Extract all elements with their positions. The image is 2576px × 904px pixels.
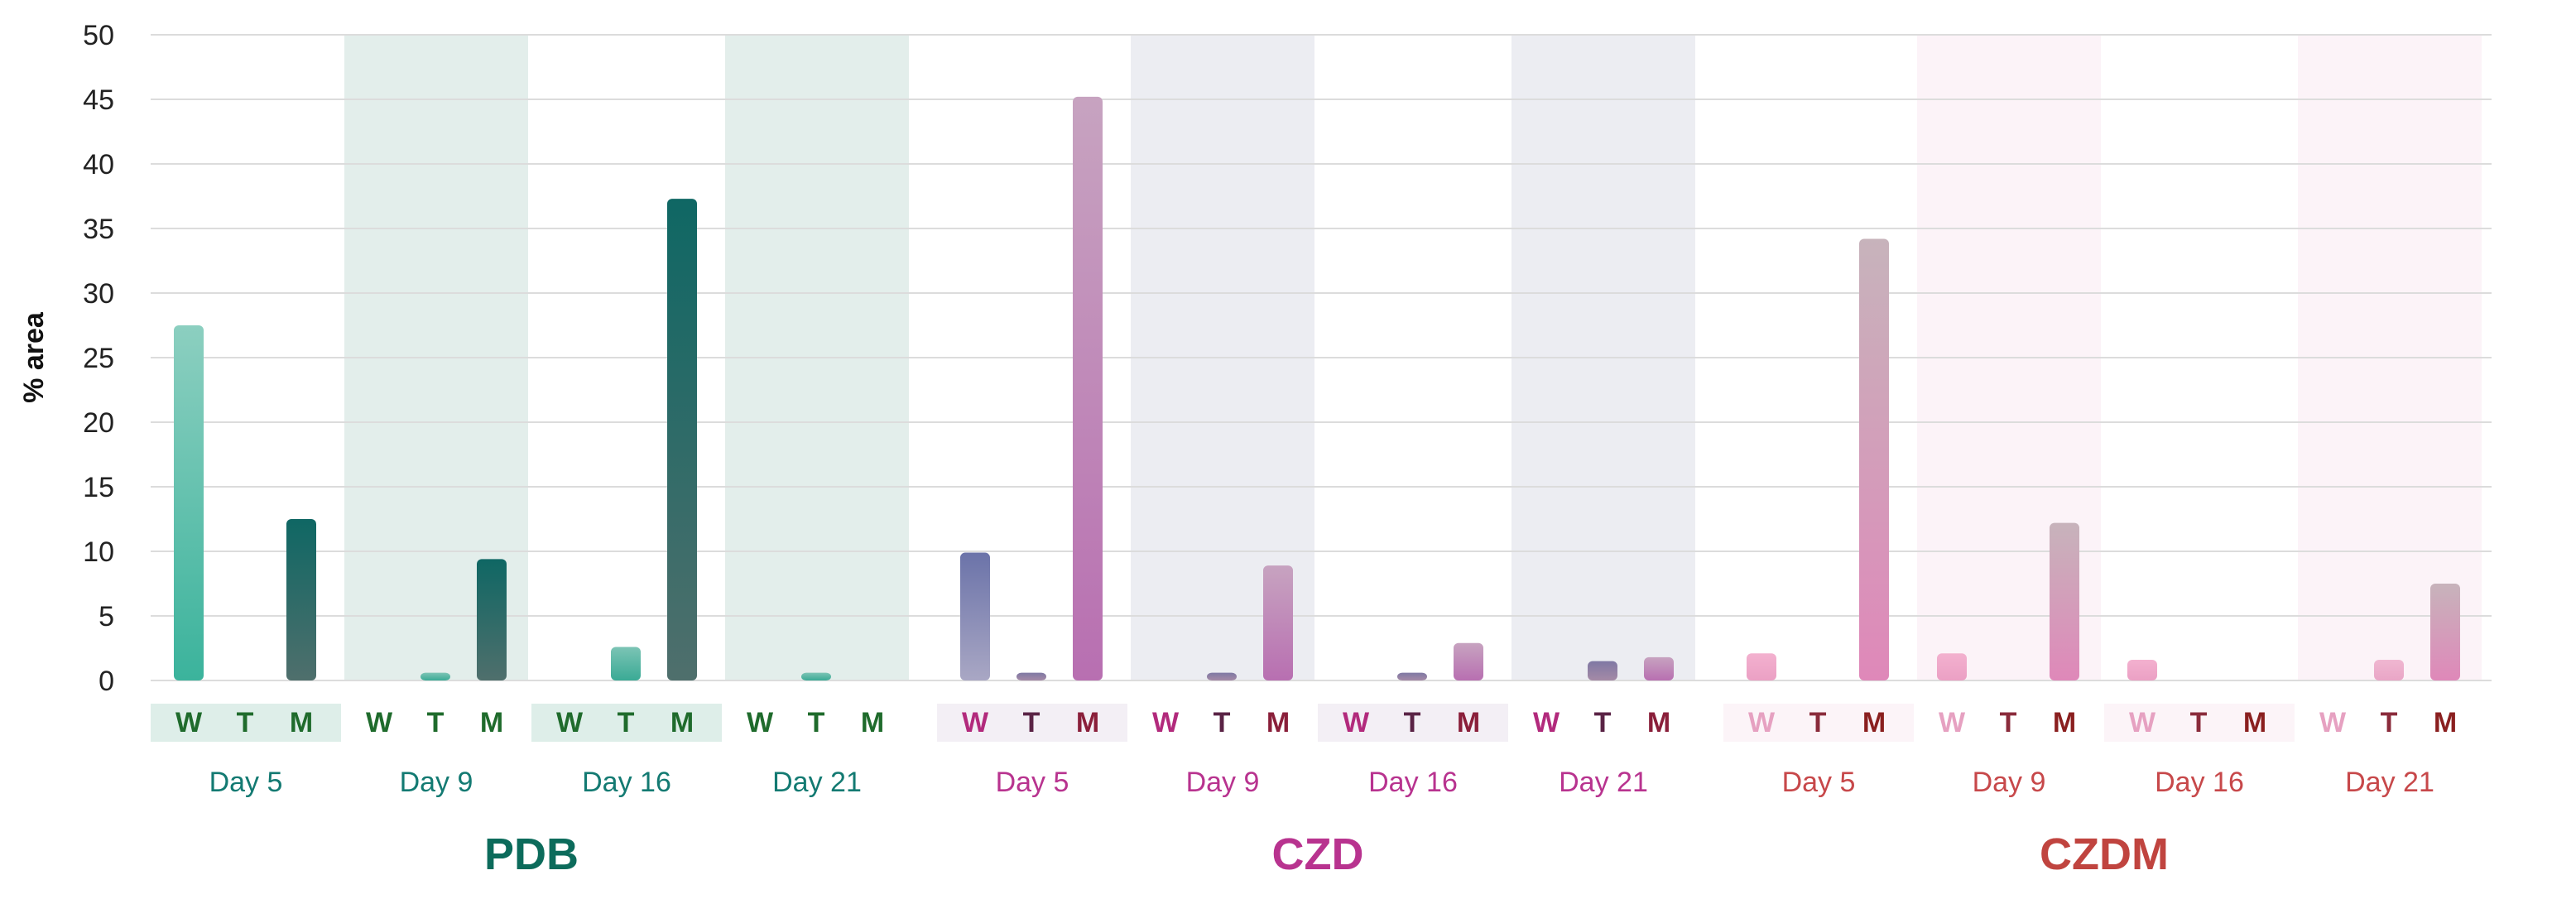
subcategory-band <box>151 704 341 742</box>
bar-pdb-day9-t <box>421 672 450 680</box>
day-label: Day 5 <box>996 767 1069 798</box>
subcategory-label: T <box>1214 707 1231 738</box>
bar-pdb-day9-m <box>477 559 507 680</box>
y-tick-label: 40 <box>83 149 114 180</box>
bar-czd-day16-m <box>1454 642 1483 680</box>
bar-czd-day9-t <box>1207 672 1237 680</box>
bar-czd-day9-m <box>1263 565 1293 680</box>
bar-czdm-day5-m <box>1859 238 1889 681</box>
subcategory-band <box>531 704 722 742</box>
bar-czd-day16-t <box>1397 672 1427 680</box>
bar-czdm-day9-m <box>2050 522 2079 680</box>
y-tick-label: 50 <box>83 20 114 51</box>
day-label: Day 5 <box>209 767 283 798</box>
subcategory-label: W <box>175 707 203 738</box>
group-label: PDB <box>484 829 579 879</box>
bar-pdb-day16-m <box>667 199 697 680</box>
bar-czdm-day9-w <box>1937 653 1967 680</box>
subcategory-label: W <box>1152 707 1180 738</box>
group-label: CZDM <box>2040 829 2169 879</box>
y-tick-label: 45 <box>83 84 114 116</box>
subcategory-label: W <box>2129 707 2156 738</box>
y-axis: % area 0 5 10 15 20 25 30 35 40 45 50 <box>18 20 114 697</box>
day-label: Day 21 <box>1559 767 1648 798</box>
day-label: Day 16 <box>1368 767 1458 798</box>
day-label: Day 16 <box>2155 767 2244 798</box>
subcategory-label: T <box>1809 707 1827 738</box>
subcategory-label: M <box>1647 707 1670 738</box>
day-label: Day 16 <box>582 767 671 798</box>
subcategory-label: M <box>1862 707 1886 738</box>
subcategory-band <box>937 704 1127 742</box>
y-tick-label: 25 <box>83 343 114 374</box>
subcategory-label: M <box>861 707 884 738</box>
subcategory-label: T <box>237 707 254 738</box>
day-label: Day 9 <box>1973 767 2046 798</box>
subcategory-label: T <box>427 707 445 738</box>
subcategory-band <box>1723 704 1914 742</box>
bar-layer <box>174 96 2460 681</box>
day-label: Day 9 <box>400 767 473 798</box>
subcategory-label: W <box>962 707 989 738</box>
subcategory-label: M <box>670 707 694 738</box>
y-tick-label: 15 <box>83 472 114 503</box>
subcategory-label: M <box>2053 707 2076 738</box>
subcategory-label: W <box>1343 707 1370 738</box>
subcategory-label: W <box>747 707 774 738</box>
subcategory-label: M <box>1457 707 1480 738</box>
subcategory-label: W <box>1533 707 1560 738</box>
subcategory-label: T <box>808 707 825 738</box>
bar-pdb-day5-w <box>174 325 204 680</box>
bar-czd-day5-w <box>960 552 990 680</box>
subcategory-label: T <box>2190 707 2208 738</box>
subcategory-label: W <box>1939 707 1966 738</box>
y-tick-label: 35 <box>83 214 114 245</box>
subcategory-label: M <box>480 707 503 738</box>
bar-czd-day5-t <box>1016 672 1046 680</box>
subcategory-label: M <box>290 707 313 738</box>
group-label: CZD <box>1272 829 1364 879</box>
y-tick-label: 30 <box>83 278 114 310</box>
subcategory-label: M <box>2434 707 2457 738</box>
subcategory-label: T <box>618 707 635 738</box>
subcategory-label: T <box>2381 707 2398 738</box>
day-label: Day 9 <box>1186 767 1260 798</box>
day-label: Day 21 <box>2345 767 2434 798</box>
subcategory-label: M <box>1076 707 1099 738</box>
subcategory-label: W <box>366 707 393 738</box>
bar-czdm-day5-w <box>1747 653 1776 680</box>
subcategory-label: T <box>1594 707 1612 738</box>
bar-pdb-day21-t <box>801 672 831 680</box>
y-tick-label: 20 <box>83 407 114 439</box>
bar-czd-day21-m <box>1644 656 1674 680</box>
day-label: Day 21 <box>772 767 862 798</box>
bar-pdb-day16-t <box>611 647 641 680</box>
bar-czdm-day21-t <box>2374 660 2404 680</box>
subcategory-label: W <box>1748 707 1776 738</box>
bar-czdm-day16-w <box>2127 660 2157 680</box>
day-label: Day 5 <box>1782 767 1856 798</box>
bar-czd-day21-t <box>1588 661 1617 680</box>
bar-pdb-day5-m <box>286 519 316 680</box>
subcategory-label: T <box>1404 707 1421 738</box>
bar-czd-day5-m <box>1073 96 1103 680</box>
gridline-layer <box>151 34 2492 681</box>
subcategory-label: M <box>1266 707 1290 738</box>
subcategory-label: T <box>2000 707 2017 738</box>
y-tick-label: 0 <box>99 666 114 697</box>
subcategory-label: M <box>2243 707 2266 738</box>
y-tick-label: 5 <box>99 601 114 632</box>
subcategory-label: T <box>1023 707 1040 738</box>
bar-czdm-day21-m <box>2430 584 2460 680</box>
y-axis-label: % area <box>18 311 50 403</box>
subcategory-label: W <box>556 707 584 738</box>
y-tick-label: 10 <box>83 536 114 568</box>
subcategory-label: W <box>2319 707 2347 738</box>
subcategory-band-layer <box>151 704 2295 742</box>
subcategory-band <box>2104 704 2295 742</box>
subcategory-band <box>1318 704 1508 742</box>
